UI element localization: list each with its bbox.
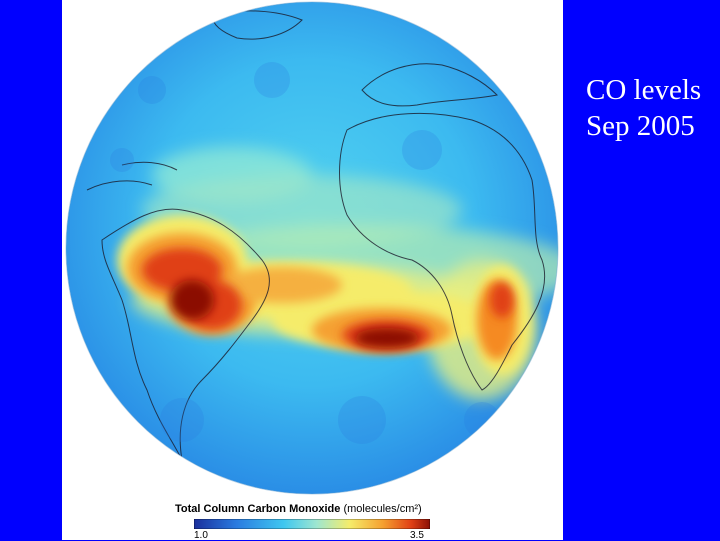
slide-caption: CO levels Sep 2005 [586, 72, 701, 144]
dark-red-cores [170, 280, 419, 348]
colorbar [194, 519, 430, 529]
legend-title-text: Total Column Carbon Monoxide [175, 503, 341, 515]
madagascar-outline [543, 328, 556, 366]
greenland-outline [211, 10, 303, 40]
legend-min-label: 1.0 [194, 530, 208, 541]
colorbar-gradient [194, 519, 430, 529]
legend-title: Total Column Carbon Monoxide (molecules/… [175, 503, 422, 515]
caribbean-outline [86, 161, 178, 191]
caption-line-2: Sep 2005 [586, 110, 695, 142]
globe-map [65, 1, 559, 495]
caption-line-1: CO levels [586, 74, 702, 106]
europe-outline [361, 63, 499, 107]
legend-unit: (molecules/cm²) [343, 503, 422, 515]
colorbar-legend: Total Column Carbon Monoxide (molecules/… [175, 503, 465, 541]
texture-dots [110, 62, 500, 444]
globe-image [62, 0, 563, 500]
south-america-outline [101, 208, 270, 461]
africa-outline [339, 112, 546, 391]
globe-edge [65, 1, 559, 495]
legend-max-label: 3.5 [410, 530, 424, 541]
